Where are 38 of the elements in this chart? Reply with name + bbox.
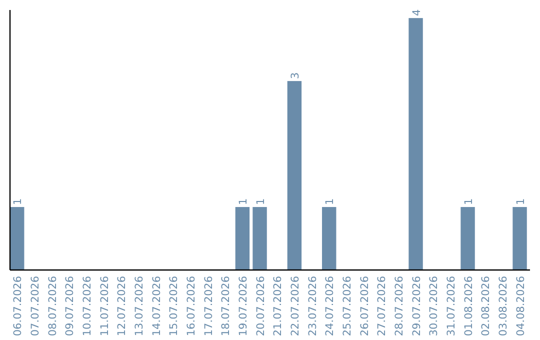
x-tick-label: 25.07.2026	[341, 276, 354, 336]
x-tick-label: 08.07.2026	[46, 276, 59, 336]
x-tick-label: 31.07.2026	[445, 276, 458, 336]
x-tick-label: 15.07.2026	[168, 276, 180, 336]
x-tick-label: 04.08.2026	[514, 276, 527, 336]
data-label: 1	[12, 198, 24, 206]
x-tick-label: 20.07.2026	[254, 276, 267, 336]
x-tick-label: 09.07.2026	[64, 276, 76, 336]
data-label: 1	[324, 198, 336, 206]
x-tick-label: 29.07.2026	[410, 276, 423, 336]
x-tick-label: 19.07.2026	[237, 276, 250, 336]
x-tick-label: 23.07.2026	[306, 276, 319, 336]
data-label: 3	[289, 72, 302, 80]
data-label: 1	[462, 198, 475, 206]
x-tick-label: 13.07.2026	[133, 276, 146, 336]
data-label: 1	[237, 198, 250, 206]
x-tick-label: 11.07.2026	[98, 276, 111, 336]
x-tick-label: 30.07.2026	[428, 276, 440, 336]
x-tick-label: 16.07.2026	[185, 276, 198, 336]
data-label: 1	[254, 198, 267, 206]
x-tick-label: 14.07.2026	[150, 276, 163, 336]
data-label: 1	[514, 198, 527, 206]
x-tick-label: 17.07.2026	[202, 276, 215, 336]
x-tick-label: 27.07.2026	[376, 276, 388, 336]
x-tick-label: 24.07.2026	[324, 276, 336, 336]
data-label: 4	[410, 9, 423, 16]
x-tick-label: 02.08.2026	[480, 276, 492, 336]
x-tick-label: 28.07.2026	[393, 276, 406, 336]
x-tick-label: 10.07.2026	[81, 276, 94, 336]
x-tick-label: 12.07.2026	[116, 276, 128, 336]
x-tick-label: 21.07.2026	[272, 276, 284, 336]
x-tick-label: 18.07.2026	[220, 276, 232, 336]
x-tick-label: 03.08.2026	[497, 276, 510, 336]
x-tick-label: 22.07.2026	[289, 276, 302, 336]
x-tick-label: 01.08.2026	[462, 276, 475, 336]
x-tick-label: 07.07.2026	[29, 276, 42, 336]
x-tick-label: 26.07.2026	[358, 276, 371, 336]
x-tick-label: 06.07.2026	[12, 276, 24, 336]
